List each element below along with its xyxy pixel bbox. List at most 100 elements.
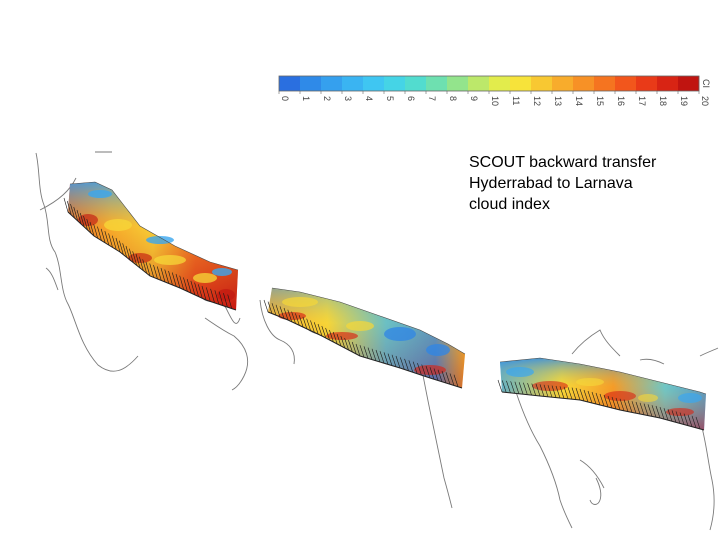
- wind-arrow: [379, 351, 385, 364]
- wind-arrow: [591, 391, 597, 405]
- colorbar-cell: [447, 76, 469, 91]
- colorbar-tick-label: 13: [553, 96, 563, 106]
- wind-arrow: [449, 373, 455, 386]
- wind-arrow: [695, 416, 701, 430]
- wind-arrow: [683, 413, 689, 426]
- colorbar-tick-label: 12: [532, 96, 542, 106]
- wind-arrow: [93, 224, 99, 239]
- colorbar-tick-label: 7: [427, 96, 437, 101]
- wind-arrow: [437, 369, 443, 382]
- wind-arrow: [210, 288, 215, 303]
- colorbar-cell: [615, 76, 637, 91]
- colorbar-cells: [279, 76, 700, 91]
- wind-arrow: [175, 273, 181, 289]
- wind-arrow: [579, 388, 585, 402]
- wind-arrow: [83, 215, 88, 231]
- colorbar-ticks: 0 1 2 3 4 5 6 7 8 9 10 11 12 13 14 15 16 17 18 19 20: [278, 91, 710, 106]
- wind-arrow: [171, 272, 177, 287]
- colorbar-tick-label: 11: [511, 96, 521, 105]
- wind-arrow: [518, 382, 524, 395]
- wind-arrow: [619, 398, 625, 411]
- wind-arrow: [445, 372, 451, 385]
- colorbar-tick-label: 9: [469, 96, 479, 101]
- wind-arrow: [571, 387, 577, 400]
- wind-arrow: [223, 293, 228, 308]
- colorbar-tick-label: 0: [280, 96, 290, 101]
- colorbar-cell: [279, 76, 301, 91]
- wind-arrow: [559, 386, 565, 399]
- wind-arrow: [129, 248, 134, 263]
- wind-arrow: [302, 316, 308, 329]
- wind-arrow: [325, 327, 330, 341]
- wind-arrow: [412, 361, 418, 374]
- colorbar-cell: [657, 76, 679, 91]
- wind-arrow: [329, 329, 334, 343]
- colorbar-cell: [384, 76, 406, 91]
- wind-arrow: [283, 307, 289, 321]
- wind-arrow: [514, 381, 520, 394]
- wind-arrow: [168, 270, 173, 286]
- colorbar-cell: [321, 76, 343, 91]
- wind-arrow: [115, 237, 121, 253]
- wind-arrow: [510, 381, 515, 394]
- wind-arrow: [400, 357, 405, 370]
- wind-arrow: [655, 405, 661, 419]
- wind-arrow: [70, 203, 75, 219]
- wind-arrow: [595, 392, 601, 406]
- wind-arrow: [279, 306, 285, 319]
- wind-arrow: [527, 383, 532, 396]
- curtain-panel-2: [263, 287, 466, 389]
- wind-arrow: [73, 206, 79, 222]
- wind-arrow: [355, 343, 361, 357]
- colorbar-cell: [489, 76, 511, 91]
- wind-arrow: [197, 284, 203, 299]
- colorbar-cell: [342, 76, 364, 91]
- wind-arrow: [497, 379, 503, 393]
- wind-arrow: [205, 287, 211, 302]
- wind-arrow: [160, 267, 166, 283]
- wind-arrow: [671, 410, 677, 423]
- wind-arrow: [453, 374, 459, 387]
- wind-arrow: [104, 231, 110, 246]
- colorbar-cell: [363, 76, 385, 91]
- wind-arrow: [111, 235, 117, 250]
- wind-arrow: [97, 226, 102, 241]
- wind-arrow: [639, 402, 645, 415]
- wind-arrow: [125, 245, 131, 261]
- colorbar-tick-label: 1: [301, 96, 311, 101]
- map-caption: SCOUT backward transfer Hyderrabad to La…: [469, 152, 656, 215]
- wind-arrow: [291, 311, 296, 324]
- colorbar-cell: [552, 76, 574, 91]
- wind-arrow: [66, 200, 72, 216]
- wind-arrow: [667, 409, 673, 422]
- wind-arrow: [317, 323, 323, 337]
- wind-arrow: [108, 233, 113, 248]
- wind-arrow: [89, 221, 95, 237]
- wind-arrow: [691, 415, 697, 428]
- wind-arrow: [387, 353, 393, 366]
- wind-arrow: [139, 256, 144, 271]
- wind-arrow: [351, 341, 357, 355]
- wind-arrow: [583, 389, 589, 403]
- wind-arrow: [76, 209, 82, 225]
- wind-arrow: [149, 263, 155, 278]
- wind-arrow: [675, 411, 681, 424]
- wind-arrow: [321, 325, 327, 339]
- wind-arrow: [607, 395, 613, 409]
- wind-arrow: [421, 364, 426, 377]
- wind-arrow: [375, 349, 381, 363]
- wind-arrow: [417, 363, 422, 376]
- wind-arrow: [363, 346, 369, 359]
- wind-arrow: [635, 401, 641, 415]
- wind-arrow: [623, 399, 629, 412]
- wind-arrow: [306, 318, 311, 331]
- wind-arrow: [367, 347, 373, 360]
- wind-arrow: [433, 368, 439, 381]
- wind-arrow: [599, 393, 605, 407]
- colorbar-cell: [405, 76, 427, 91]
- colorbar-tick-label: 4: [364, 96, 374, 101]
- wind-arrow: [404, 358, 409, 371]
- wind-arrow: [310, 320, 315, 333]
- colorbar-tick-label: 6: [406, 96, 416, 101]
